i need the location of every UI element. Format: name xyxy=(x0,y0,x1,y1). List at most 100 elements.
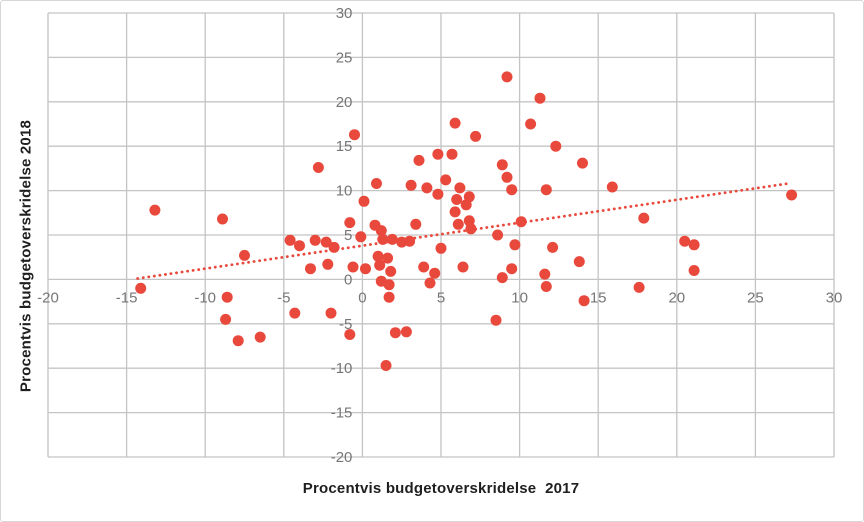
data-point xyxy=(496,272,508,284)
x-tick-label: -10 xyxy=(194,289,216,306)
data-point xyxy=(534,92,546,104)
tick-labels: -20 -15 -10 -5 0 5 10 15 20 25 30 30 25 20 15 10 5 0 -5 -10… xyxy=(37,5,842,466)
data-point xyxy=(506,184,518,196)
data-point xyxy=(432,148,444,160)
data-point xyxy=(309,234,321,246)
data-point xyxy=(577,157,588,169)
data-point xyxy=(347,261,359,273)
data-point xyxy=(506,263,518,275)
data-point xyxy=(470,130,482,142)
x-tick-label: 5 xyxy=(437,289,445,306)
data-point xyxy=(429,267,441,279)
data-point xyxy=(349,129,360,141)
data-point xyxy=(405,179,417,191)
data-point xyxy=(492,229,504,241)
y-tick-label: 20 xyxy=(336,94,353,111)
y-tick-label: -5 xyxy=(339,316,352,333)
data-point xyxy=(220,313,232,325)
data-point xyxy=(515,216,527,228)
x-tick-label: 20 xyxy=(668,289,685,306)
data-point xyxy=(294,240,305,252)
data-point xyxy=(688,239,700,251)
x-tick-label: 0 xyxy=(358,289,366,306)
data-point xyxy=(389,327,401,339)
data-point xyxy=(404,235,416,247)
data-point xyxy=(688,265,700,276)
x-tick-label: -20 xyxy=(37,289,59,306)
y-tick-label: -20 xyxy=(331,449,353,466)
points-layer xyxy=(135,71,798,371)
x-tick-label: 10 xyxy=(511,289,528,306)
x-axis-title: Procentvis budgetoverskridelse 2017 xyxy=(302,480,580,497)
data-point xyxy=(454,182,466,194)
data-point xyxy=(446,148,458,160)
data-point xyxy=(638,212,650,224)
data-point xyxy=(305,263,316,275)
y-tick-label: -15 xyxy=(331,405,353,422)
data-point xyxy=(451,194,463,205)
data-point xyxy=(312,162,324,173)
data-point xyxy=(457,261,469,273)
data-point xyxy=(386,233,398,245)
data-point xyxy=(217,213,228,225)
data-point xyxy=(289,307,301,319)
data-point xyxy=(449,117,461,129)
data-point xyxy=(382,252,394,264)
y-tick-label: 25 xyxy=(336,49,353,66)
trendline xyxy=(136,182,790,280)
data-point xyxy=(573,256,585,268)
data-point xyxy=(460,199,472,211)
y-tick-label: 30 xyxy=(336,5,353,22)
y-tick-label: 15 xyxy=(336,138,353,155)
data-point xyxy=(501,171,513,183)
data-point xyxy=(435,242,447,254)
data-point xyxy=(550,140,562,152)
data-point xyxy=(355,231,367,243)
data-point xyxy=(383,291,395,303)
x-tick-label: -15 xyxy=(116,289,138,306)
data-point xyxy=(496,159,508,171)
data-point xyxy=(679,235,691,247)
data-point xyxy=(385,265,397,277)
data-point xyxy=(344,217,356,229)
data-point xyxy=(540,281,552,292)
data-point xyxy=(449,206,461,218)
data-point xyxy=(284,234,296,246)
y-axis-title: Procentvis budgetoverskridelse 2018 xyxy=(17,119,35,393)
y-tick-label: -10 xyxy=(331,360,353,377)
data-point xyxy=(344,329,356,340)
data-point xyxy=(490,314,502,326)
data-point xyxy=(539,268,551,280)
data-point xyxy=(525,118,537,130)
data-point xyxy=(383,279,395,291)
data-point xyxy=(221,291,233,303)
data-point xyxy=(424,277,436,289)
data-point xyxy=(374,259,386,271)
x-tick-label: 15 xyxy=(590,289,607,306)
data-point xyxy=(413,154,425,166)
data-point xyxy=(135,282,147,294)
data-point xyxy=(371,178,382,189)
data-point xyxy=(372,250,384,262)
data-point xyxy=(410,218,422,230)
y-tick-label: 10 xyxy=(336,183,353,200)
data-point xyxy=(432,188,444,200)
data-point xyxy=(578,295,590,307)
data-point xyxy=(380,360,392,371)
data-point xyxy=(232,335,244,347)
data-point xyxy=(322,258,334,270)
data-point xyxy=(421,182,433,194)
x-tick-label: 30 xyxy=(826,289,843,306)
x-tick-label: 25 xyxy=(747,289,764,306)
data-point xyxy=(328,241,340,253)
data-point xyxy=(786,189,798,201)
data-point xyxy=(501,71,513,83)
data-point xyxy=(509,239,521,251)
y-tick-label: 0 xyxy=(344,271,352,288)
data-point xyxy=(325,307,337,319)
data-point xyxy=(452,218,464,230)
x-tick-label: -5 xyxy=(277,289,290,306)
data-point xyxy=(540,184,552,196)
